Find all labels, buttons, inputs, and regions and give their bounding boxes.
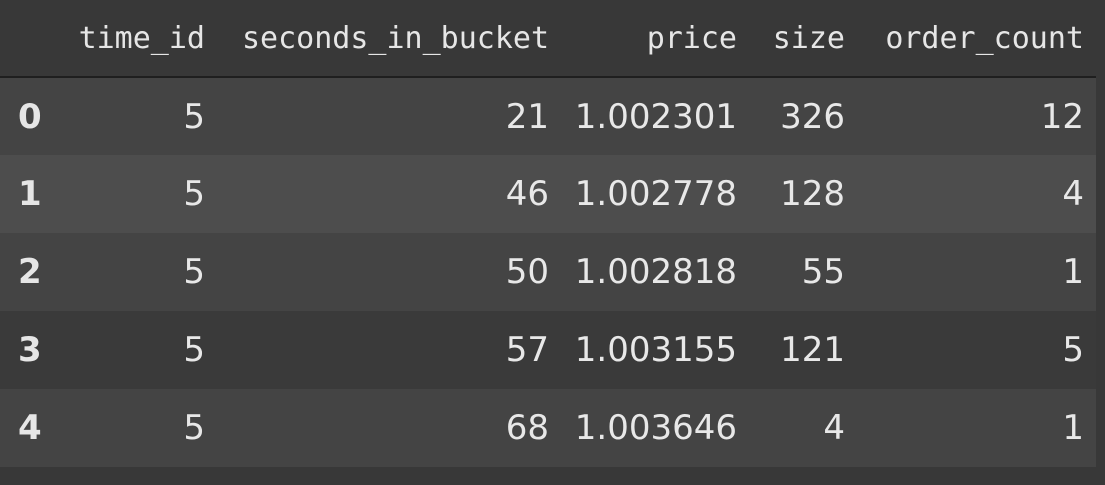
cell-order-count: 1: [1062, 408, 1084, 448]
table-row: 0 5 21 1.002301 326 12: [0, 77, 1096, 155]
cell-time-id: 5: [183, 252, 205, 292]
cell-size: 4: [823, 408, 845, 448]
header-size: size: [749, 0, 857, 78]
header-index: [0, 0, 62, 78]
cell-price: 1.003155: [574, 330, 737, 370]
cell-time-id: 5: [183, 96, 205, 137]
cell-size: 121: [780, 330, 845, 370]
cell-seconds-in-bucket: 21: [505, 96, 549, 137]
cell-price: 1.002301: [574, 96, 737, 137]
cell-order-count: 12: [1040, 96, 1084, 137]
row-index: 3: [18, 330, 42, 370]
row-index: 2: [18, 252, 42, 292]
header-seconds-in-bucket: seconds_in_bucket: [217, 0, 561, 78]
cell-seconds-in-bucket: 46: [505, 174, 549, 214]
cell-order-count: 5: [1062, 330, 1084, 370]
cell-seconds-in-bucket: 68: [505, 408, 549, 448]
cell-order-count: 1: [1062, 252, 1084, 292]
cell-time-id: 5: [183, 408, 205, 448]
table-row: 1 5 46 1.002778 128 4: [0, 155, 1096, 233]
header-row: time_id seconds_in_bucket price size ord…: [0, 0, 1096, 78]
table-row: 3 5 57 1.003155 121 5: [0, 311, 1096, 389]
cell-price: 1.002818: [574, 252, 737, 292]
row-index: 0: [18, 96, 42, 137]
cell-size: 128: [780, 174, 845, 214]
dataframe-table: time_id seconds_in_bucket price size ord…: [0, 0, 1096, 467]
cell-size: 55: [801, 252, 845, 292]
table-row: 4 5 68 1.003646 4 1: [0, 389, 1096, 467]
cell-seconds-in-bucket: 57: [505, 330, 549, 370]
cell-price: 1.003646: [574, 408, 737, 448]
header-order-count: order_count: [857, 0, 1096, 78]
row-index: 4: [18, 408, 42, 448]
table-body: 0 5 21 1.002301 326 12 1 5 46 1.002778 1…: [0, 77, 1096, 467]
row-index: 1: [18, 174, 42, 214]
cell-time-id: 5: [183, 330, 205, 370]
table-header: time_id seconds_in_bucket price size ord…: [0, 0, 1096, 78]
cell-price: 1.002778: [574, 174, 737, 214]
cell-size: 326: [780, 96, 845, 137]
header-price: price: [561, 0, 749, 78]
cell-time-id: 5: [183, 174, 205, 214]
table-row: 2 5 50 1.002818 55 1: [0, 233, 1096, 311]
cell-seconds-in-bucket: 50: [505, 252, 549, 292]
cell-order-count: 4: [1062, 174, 1084, 214]
header-time-id: time_id: [62, 0, 217, 78]
